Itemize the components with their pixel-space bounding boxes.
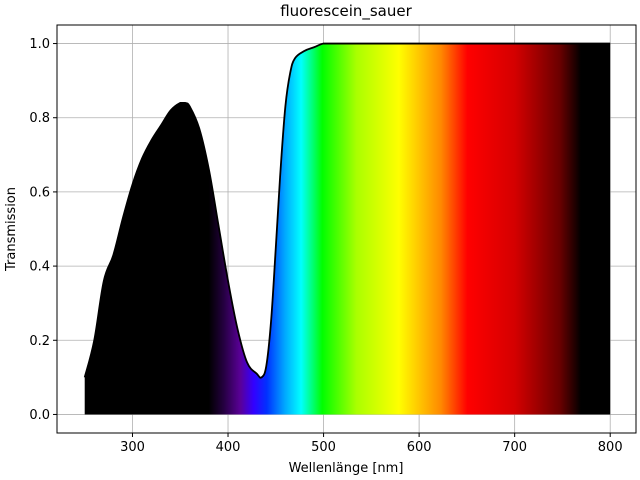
x-tick-label: 400 <box>216 440 241 455</box>
chart-title: fluorescein_sauer <box>280 2 412 21</box>
y-tick-label: 0.0 <box>29 408 50 423</box>
y-tick-label: 0.4 <box>29 260 50 275</box>
x-tick-label: 300 <box>120 440 145 455</box>
transmission-area <box>84 43 611 415</box>
y-axis-label: Transmission <box>4 187 19 272</box>
x-tick-label: 700 <box>502 440 527 455</box>
x-tick-label: 600 <box>407 440 432 455</box>
y-tick-label: 0.8 <box>29 111 50 126</box>
x-tick-label: 800 <box>598 440 623 455</box>
y-tick-label: 1.0 <box>29 37 50 52</box>
x-axis-label: Wellenlänge [nm] <box>289 461 404 476</box>
x-tick-label: 500 <box>311 440 336 455</box>
axis-ticks: 300 400 500 600 700 800 0.0 0.2 0.4 0.6 0.8 1.0 <box>29 37 622 455</box>
y-tick-label: 0.6 <box>29 185 50 200</box>
transmission-line <box>83 42 611 379</box>
y-tick-label: 0.2 <box>29 334 50 349</box>
plot-frame <box>56 24 637 434</box>
